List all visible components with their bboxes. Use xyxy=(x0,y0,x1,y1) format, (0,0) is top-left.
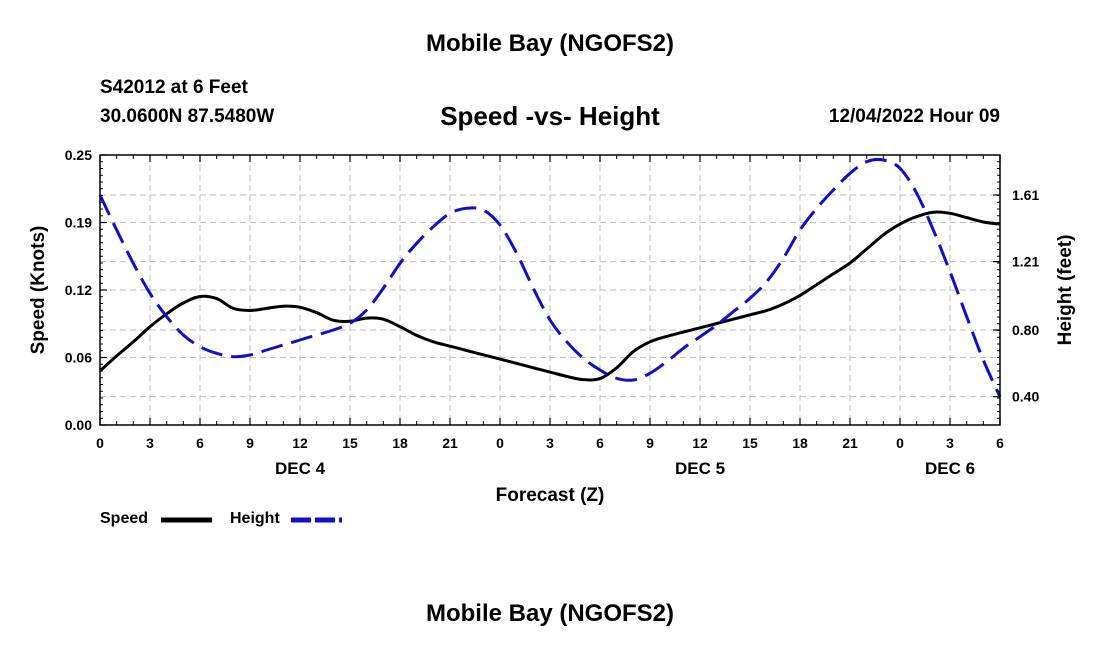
x-axis-label: Forecast (Z) xyxy=(496,485,605,506)
x-tick-label: 0 xyxy=(896,435,904,451)
x-tick-label: 18 xyxy=(792,435,808,451)
date-label: DEC 6 xyxy=(925,459,975,478)
y2-tick-label: 0.80 xyxy=(1012,322,1039,338)
x-tick-label: 15 xyxy=(742,435,758,451)
date-label: DEC 5 xyxy=(675,459,725,478)
chart-title: Mobile Bay (NGOFS2) xyxy=(425,30,675,57)
y-tick-label: 0.25 xyxy=(65,147,92,163)
x-tick-label: 9 xyxy=(646,435,654,451)
forecast-datetime: 12/04/2022 Hour 09 xyxy=(828,106,1000,127)
series-line-speed xyxy=(99,210,1001,382)
y-tick-label: 0.00 xyxy=(65,417,92,433)
footer-title: Mobile Bay (NGOFS2) xyxy=(425,600,675,627)
y2-tick-label: 0.40 xyxy=(1012,389,1039,405)
x-tick-label: 9 xyxy=(246,435,254,451)
x-tick-label: 18 xyxy=(392,435,408,451)
x-tick-label: 0 xyxy=(496,435,504,451)
legend-height-label: Height xyxy=(230,510,280,527)
chart-subtitle: Speed -vs- Height xyxy=(440,101,660,131)
x-tick-label: 21 xyxy=(442,435,458,451)
x-tick-label: 6 xyxy=(596,435,604,451)
x-tick-label: 6 xyxy=(196,435,204,451)
y2-tick-label: 1.61 xyxy=(1012,187,1039,203)
y2-axis-label: Height (feet) xyxy=(1055,235,1076,346)
x-tick-label: 12 xyxy=(292,435,308,451)
x-tick-label: 15 xyxy=(342,435,358,451)
series-layer xyxy=(98,157,1002,398)
grid xyxy=(100,155,1000,425)
station-coords: 30.0600N 87.5480W xyxy=(100,106,275,127)
y2-tick-label: 1.21 xyxy=(1012,254,1039,270)
legend-speed-label: Speed xyxy=(100,510,149,527)
x-tick-label: 3 xyxy=(946,435,954,451)
y-tick-label: 0.12 xyxy=(65,282,92,298)
tick-layer: 0 3 6 9 12 15 18 21 0 3 6 9 12 15 18 21 0 3 6 DEC 4 DEC 5 DEC… xyxy=(65,147,1040,478)
series-line-height xyxy=(98,157,1002,398)
x-tick-label: 0 xyxy=(96,435,104,451)
x-tick-label: 3 xyxy=(146,435,154,451)
station-label: S42012 at 6 Feet xyxy=(100,77,248,98)
y-axis-label: Speed (Knots) xyxy=(28,226,49,355)
y-tick-label: 0.06 xyxy=(65,350,92,366)
x-tick-label: 21 xyxy=(842,435,858,451)
date-label: DEC 4 xyxy=(275,459,326,478)
x-tick-label: 3 xyxy=(546,435,554,451)
x-tick-label: 6 xyxy=(996,435,1004,451)
x-tick-label: 12 xyxy=(692,435,708,451)
y-tick-label: 0.19 xyxy=(65,215,92,231)
